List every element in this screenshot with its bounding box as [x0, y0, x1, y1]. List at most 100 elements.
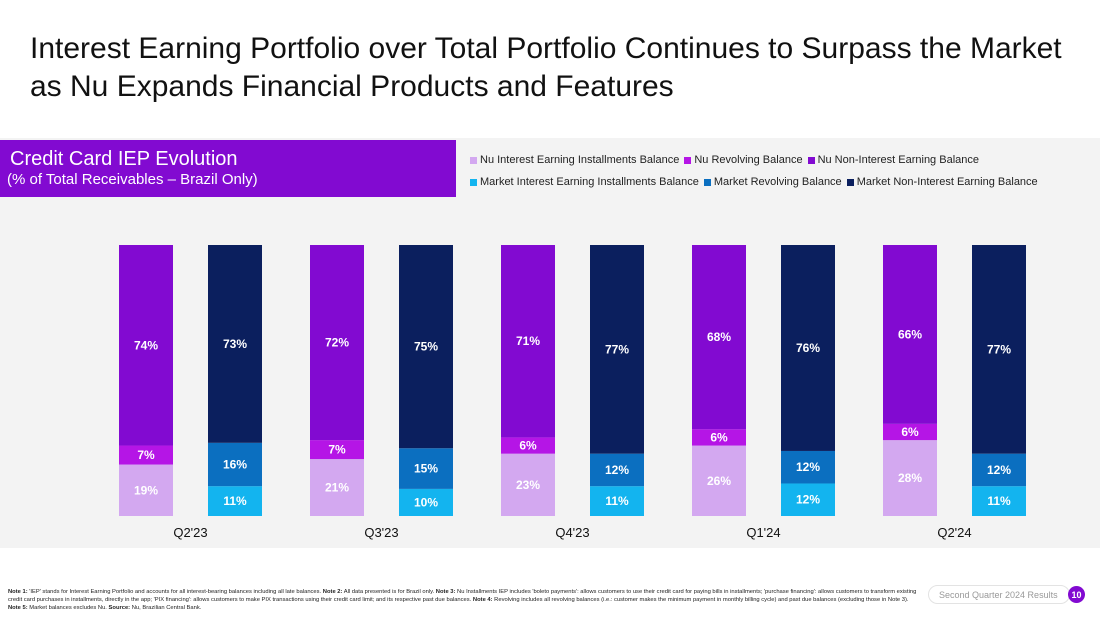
- bar-segment: [208, 245, 262, 443]
- bar-segment: [883, 440, 937, 516]
- page-number-badge: 10: [1068, 586, 1085, 603]
- category-label: Q4'23: [555, 525, 589, 540]
- bar-segment: [692, 445, 746, 516]
- data-label: 12%: [796, 460, 820, 474]
- data-label: 10%: [414, 495, 438, 509]
- data-label: 77%: [987, 342, 1011, 356]
- bar-segment: [119, 464, 173, 516]
- legend-label: Market Revolving Balance: [713, 176, 842, 188]
- data-label: 76%: [796, 341, 820, 355]
- data-label: 21%: [325, 481, 349, 495]
- bar-segment: [119, 245, 173, 446]
- note-1-label: Note 1:: [8, 589, 28, 595]
- bar-segment: [590, 245, 644, 454]
- data-label: 11%: [605, 494, 629, 508]
- data-label: 19%: [134, 483, 158, 497]
- bar-segment: [590, 453, 644, 487]
- data-label: 7%: [328, 443, 346, 457]
- data-label: 6%: [710, 430, 728, 444]
- legend-swatch: [703, 178, 711, 186]
- data-label: 72%: [325, 336, 349, 350]
- legend-swatch: [470, 178, 477, 186]
- bar-segment: [972, 245, 1026, 454]
- chart-legend: Nu Interest Earning Installments Balance…: [470, 149, 1090, 193]
- category-label: Q2'23: [173, 525, 207, 540]
- source-label: Source:: [108, 605, 131, 611]
- bar-segment: [781, 483, 835, 516]
- chart-title-box: Credit Card IEP Evolution (% of Total Re…: [0, 140, 456, 197]
- bar-segment: [399, 245, 453, 449]
- bar-segment: [310, 459, 364, 516]
- legend-swatch: [684, 156, 692, 164]
- data-label: 15%: [414, 462, 438, 476]
- data-label: 6%: [519, 439, 537, 453]
- legend-label: Nu Interest Earning Installments Balance: [480, 154, 680, 166]
- bar-segment: [119, 445, 173, 465]
- note-3-text: Nu Installments IEP includes 'boleto pay…: [8, 589, 917, 603]
- legend-row: Nu Interest Earning Installments Balance…: [470, 149, 1090, 171]
- legend-swatch: [470, 156, 477, 164]
- bar-segment: [883, 423, 937, 441]
- note-1-text: 'IEP' stands for Interest Earning Portfo…: [27, 589, 323, 595]
- note-4-text: Revolving includes all revolving balance…: [492, 597, 909, 603]
- bar-segment: [883, 245, 937, 424]
- legend-item: Nu Interest Earning Installments Balance: [470, 154, 679, 166]
- source-text: Nu, Brazilian Central Bank.: [130, 605, 202, 611]
- data-label: 75%: [414, 340, 438, 354]
- data-label: 71%: [516, 334, 540, 348]
- bar-segment: [972, 486, 1026, 516]
- legend-item: Market Interest Earning Installments Bal…: [470, 176, 699, 188]
- data-label: 28%: [898, 471, 922, 485]
- bar-segment: [310, 440, 364, 460]
- data-label: 6%: [901, 425, 919, 439]
- bar-segment: [208, 486, 262, 516]
- legend-row: Market Interest Earning Installments Bal…: [470, 171, 1090, 193]
- stacked-bar-chart: 19% 7% 74% 11% 16% 73% Q2'23 21% 7% 72% 10% 15% 75% Q…: [119, 245, 1026, 540]
- chart-subtitle: (% of Total Receivables – Brazil Only): [7, 171, 258, 188]
- category-label: Q1'24: [746, 525, 780, 540]
- legend-label: Nu Non-Interest Earning Balance: [817, 154, 979, 166]
- bar-segment: [208, 442, 262, 487]
- data-label: 74%: [134, 338, 158, 352]
- data-label: 12%: [987, 463, 1011, 477]
- category-label: Q3'23: [364, 525, 398, 540]
- data-label: 11%: [987, 494, 1011, 508]
- bar-segment: [781, 245, 835, 451]
- bar-segment: [972, 453, 1026, 487]
- legend-label: Market Interest Earning Installments Bal…: [480, 176, 699, 188]
- chart-title: Credit Card IEP Evolution: [10, 148, 238, 170]
- legend-item: Nu Revolving Balance: [684, 154, 803, 166]
- data-label: 23%: [516, 478, 540, 492]
- note-2-label: Note 2:: [322, 589, 343, 595]
- data-label: 68%: [707, 330, 731, 344]
- data-label: 77%: [605, 342, 629, 356]
- legend-item: Nu Non-Interest Earning Balance: [807, 154, 979, 166]
- bar-segment: [692, 429, 746, 446]
- bar-segment: [590, 486, 644, 516]
- bar-segment: [501, 245, 555, 438]
- bar-segment: [399, 488, 453, 516]
- report-label-pill: Second Quarter 2024 Results: [928, 585, 1070, 604]
- legend-label: Nu Revolving Balance: [694, 154, 803, 166]
- bar-segment: [399, 448, 453, 489]
- note-3-label: Note 3:: [435, 589, 456, 595]
- page-title: Interest Earning Portfolio over Total Po…: [30, 32, 1062, 103]
- legend-item: Market Non-Interest Earning Balance: [846, 176, 1038, 188]
- legend-item: Market Revolving Balance: [703, 176, 842, 188]
- note-5-text: Market balances excludes Nu.: [27, 605, 109, 611]
- data-label: 12%: [605, 463, 629, 477]
- bar-segment: [501, 453, 555, 516]
- bar-segment: [310, 245, 364, 441]
- legend-swatch: [807, 156, 815, 164]
- note-4-label: Note 4:: [472, 597, 493, 603]
- note-2-text: All data presented is for Brazil only.: [342, 589, 436, 595]
- category-label: Q2'24: [937, 525, 971, 540]
- data-label: 26%: [707, 474, 731, 488]
- bar-segment: [781, 450, 835, 484]
- data-label: 7%: [137, 448, 155, 462]
- note-5-label: Note 5:: [8, 605, 28, 611]
- data-label: 73%: [223, 337, 247, 351]
- data-label: 12%: [796, 493, 820, 507]
- bar-segment: [692, 245, 746, 430]
- data-label: 11%: [223, 494, 247, 508]
